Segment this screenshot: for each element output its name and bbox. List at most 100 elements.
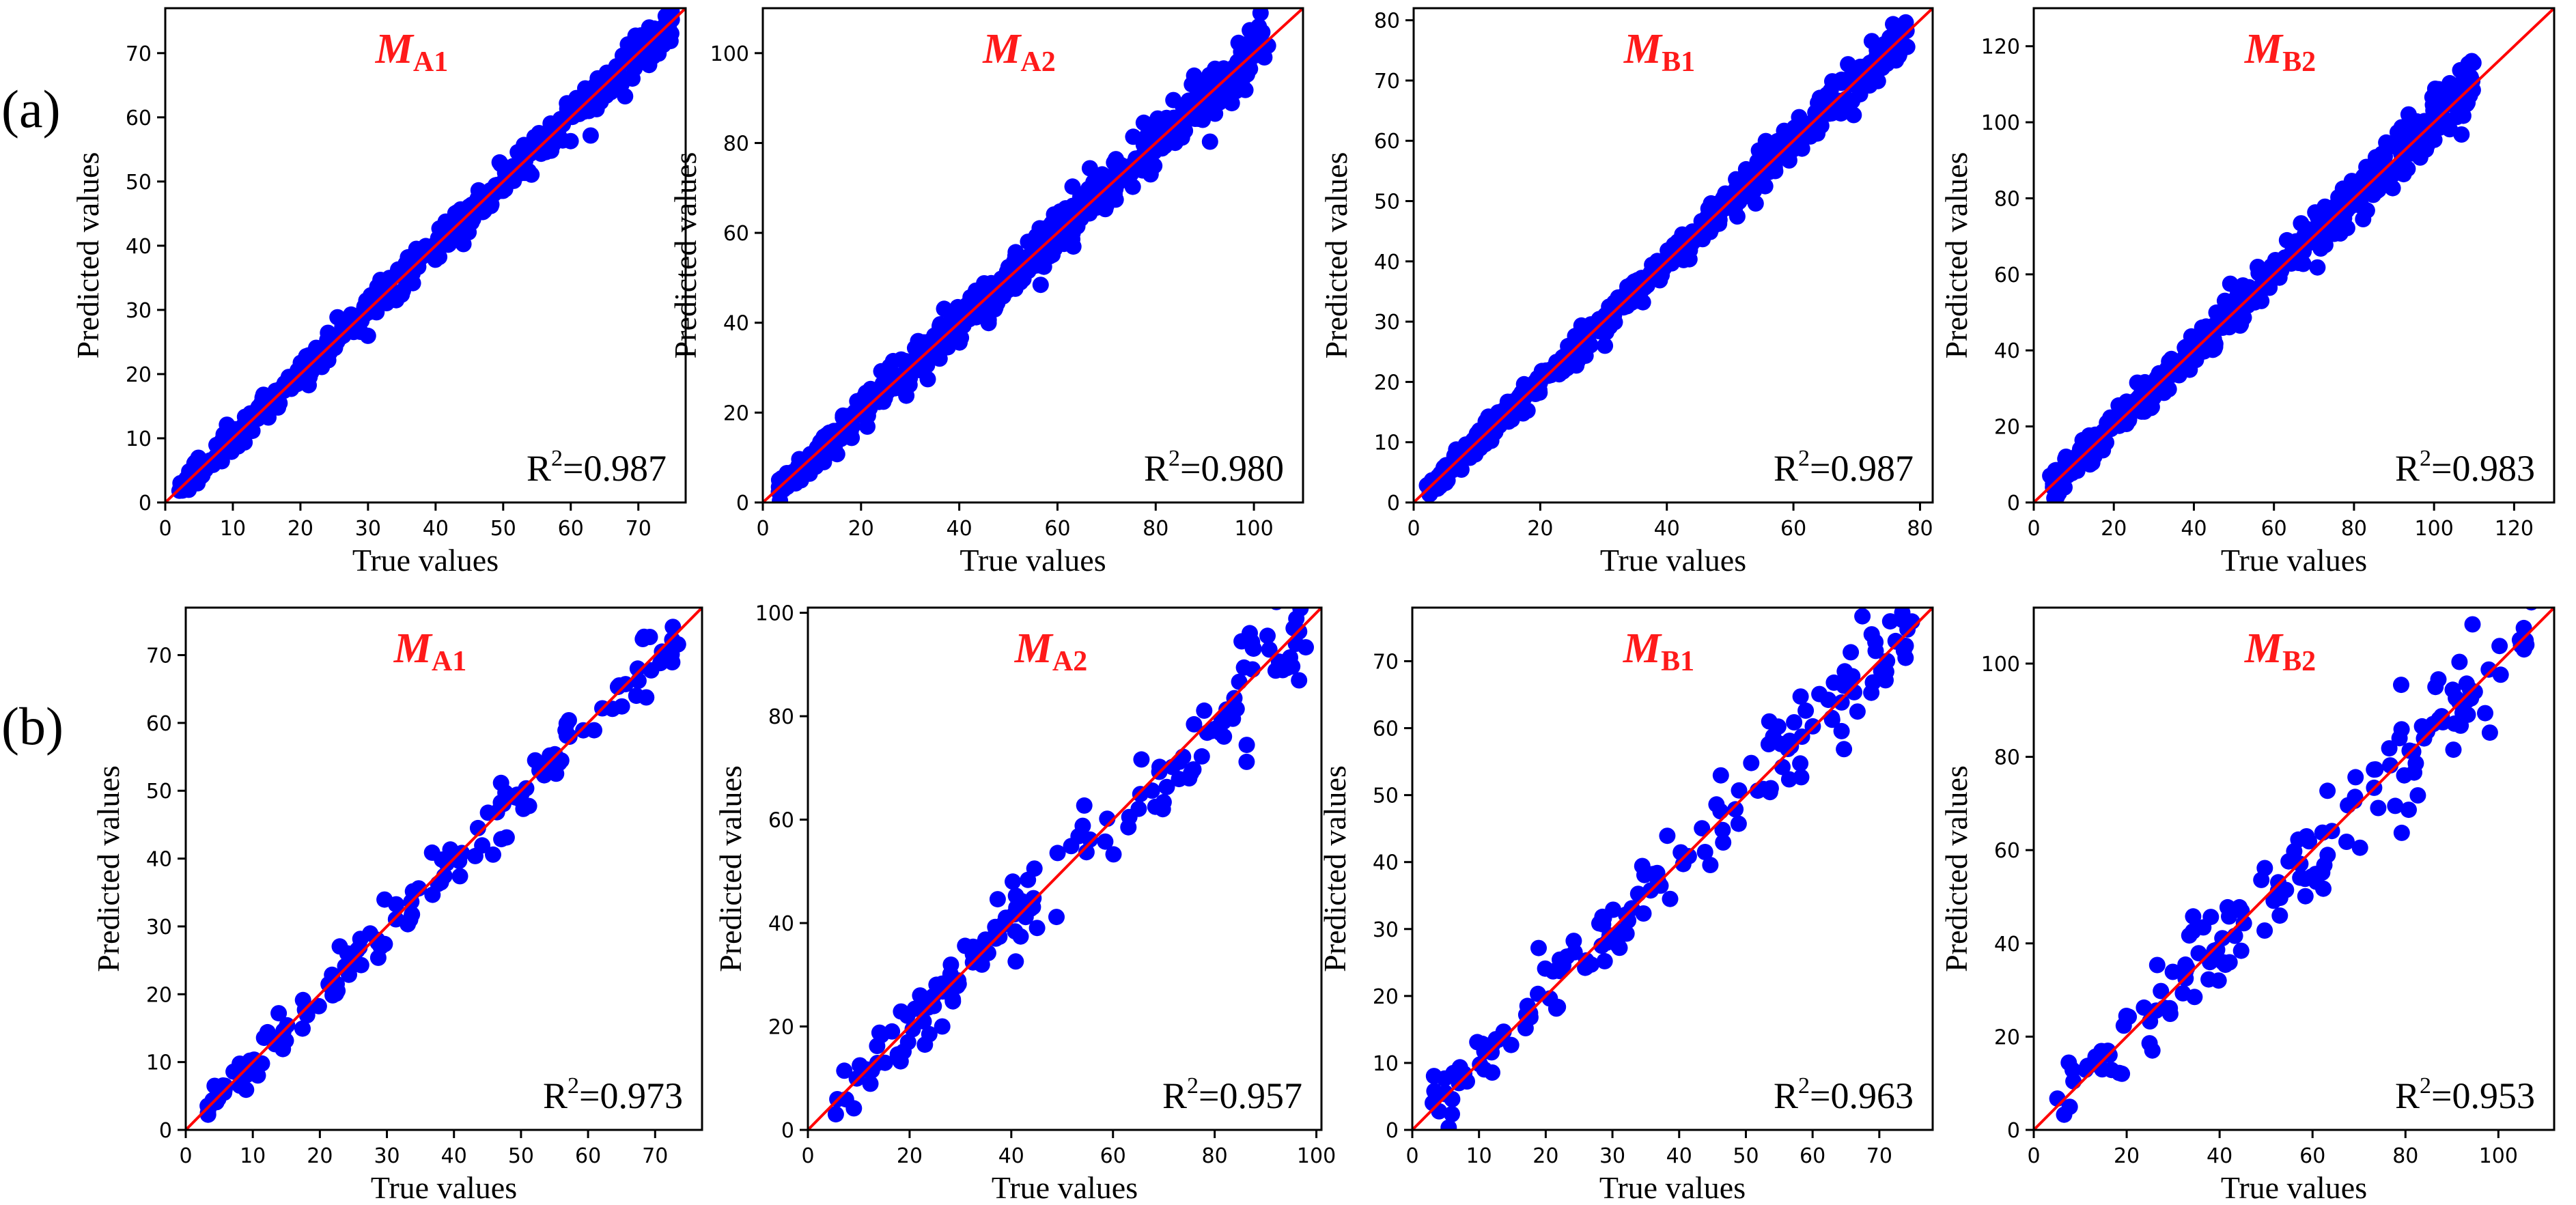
- data-point: [1869, 72, 1886, 89]
- r2-prefix: R: [527, 448, 551, 489]
- plot-frame: [807, 606, 1323, 1131]
- data-point: [2347, 789, 2364, 806]
- data-point: [1874, 59, 1891, 76]
- r2-prefix: R: [2395, 448, 2420, 489]
- data-point: [1565, 933, 1582, 950]
- data-point: [2448, 690, 2465, 707]
- data-point: [2181, 927, 2198, 944]
- data-point: [889, 1046, 906, 1063]
- panel-title: MA1: [393, 625, 466, 677]
- data-point: [2084, 454, 2101, 471]
- data-point: [1780, 771, 1797, 788]
- data-point: [2424, 89, 2441, 106]
- data-point: [2255, 272, 2272, 289]
- data-point: [1793, 728, 1810, 745]
- data-point: [1297, 571, 1313, 588]
- data-point: [880, 371, 897, 388]
- panel-title: MB1: [1623, 625, 1694, 677]
- data-point: [1638, 277, 1655, 294]
- r2-value: =0.973: [579, 1075, 683, 1116]
- data-point: [1747, 195, 1764, 212]
- y-tick-label: 60: [1994, 839, 2020, 863]
- data-point: [1582, 337, 1599, 354]
- data-point: [478, 193, 494, 210]
- data-point: [1715, 834, 1732, 851]
- data-point: [1696, 844, 1713, 860]
- r2-superscript: 2: [551, 446, 563, 471]
- reference-line: [1412, 608, 1933, 1130]
- data-point: [352, 931, 369, 948]
- y-tick-label: 10: [126, 427, 152, 451]
- y-tick-label: 80: [768, 705, 794, 729]
- data-point: [1028, 920, 1046, 937]
- x-tick-label: 30: [355, 517, 381, 541]
- data-point: [2387, 797, 2404, 814]
- data-point: [1246, 36, 1263, 53]
- data-point: [1568, 357, 1585, 374]
- y-axis-label: Predicted values: [70, 152, 105, 359]
- y-tick-label: 40: [1994, 339, 2020, 363]
- data-point: [369, 931, 386, 948]
- y-tick-label: 60: [146, 712, 172, 736]
- r2-annotation: R2=0.983: [2395, 446, 2535, 489]
- data-point: [817, 448, 834, 464]
- data-point: [1032, 277, 1049, 294]
- scatter-panel-2: 0 20 40 60 80 100 0 20 40 60 80 100 True values Predi…: [668, 7, 1304, 578]
- data-point: [1899, 38, 1916, 55]
- data-point: [1644, 256, 1661, 273]
- data-point: [2307, 866, 2324, 883]
- data-point: [807, 458, 824, 475]
- y-tick-label: 20: [126, 363, 152, 387]
- data-point: [1728, 208, 1746, 225]
- data-point: [916, 1036, 934, 1053]
- data-point: [588, 100, 605, 117]
- scatter-panel-7: 0 10 20 30 40 50 60 70 0 10 20 30 40 50 60 70 True value…: [1317, 606, 1934, 1205]
- row-label-a: (a): [1, 79, 61, 139]
- y-tick-label: 60: [768, 809, 794, 833]
- x-tick-label: 60: [1800, 1144, 1825, 1168]
- data-point: [2376, 170, 2393, 187]
- reference-line: [2034, 8, 2554, 502]
- data-point: [1495, 406, 1512, 423]
- data-point: [1091, 184, 1108, 201]
- data-point: [1231, 673, 1248, 690]
- data-point: [2407, 755, 2424, 772]
- y-axis-label: Predicted values: [668, 152, 703, 359]
- data-point: [387, 911, 404, 928]
- data-point: [669, 636, 686, 653]
- data-point: [2270, 874, 2286, 891]
- data-point: [2315, 235, 2332, 252]
- data-point: [1472, 1056, 1489, 1073]
- data-point: [912, 987, 929, 1004]
- plot-frame: [1411, 606, 1934, 1131]
- data-point: [1078, 844, 1095, 861]
- data-point: [1797, 702, 1815, 719]
- data-point: [1185, 761, 1202, 778]
- data-point: [442, 841, 459, 858]
- data-point: [238, 1081, 255, 1098]
- x-tick-label: 0: [2027, 1144, 2040, 1168]
- y-tick-label: 30: [126, 299, 152, 323]
- data-point: [1596, 952, 1613, 969]
- y-tick-label: 100: [755, 602, 794, 626]
- y-tick-label: 60: [126, 107, 152, 130]
- data-point: [2351, 839, 2368, 856]
- y-tick-label: 20: [1994, 1025, 2020, 1049]
- y-tick-label: 0: [1387, 492, 1400, 515]
- data-point: [613, 698, 630, 715]
- data-point: [1154, 801, 1171, 818]
- r2-superscript: 2: [1168, 446, 1180, 471]
- r2-prefix: R: [1162, 1075, 1187, 1116]
- y-tick-label: 40: [146, 848, 172, 872]
- reference-line: [186, 608, 702, 1130]
- r2-prefix: R: [543, 1075, 568, 1116]
- r2-annotation: R2=0.987: [1774, 446, 1914, 489]
- panel-title-sub: B2: [2282, 46, 2316, 78]
- scatter-panel-4: 0 20 40 60 80 100 120 0 20 40 60 80 100 120 True value…: [1939, 7, 2556, 578]
- data-point: [1694, 213, 1711, 230]
- y-tick-label: 60: [1994, 264, 2020, 287]
- x-tick-label: 30: [1599, 1144, 1625, 1168]
- x-tick-label: 80: [1907, 517, 1933, 541]
- data-point: [1847, 68, 1864, 85]
- data-point: [1863, 684, 1880, 701]
